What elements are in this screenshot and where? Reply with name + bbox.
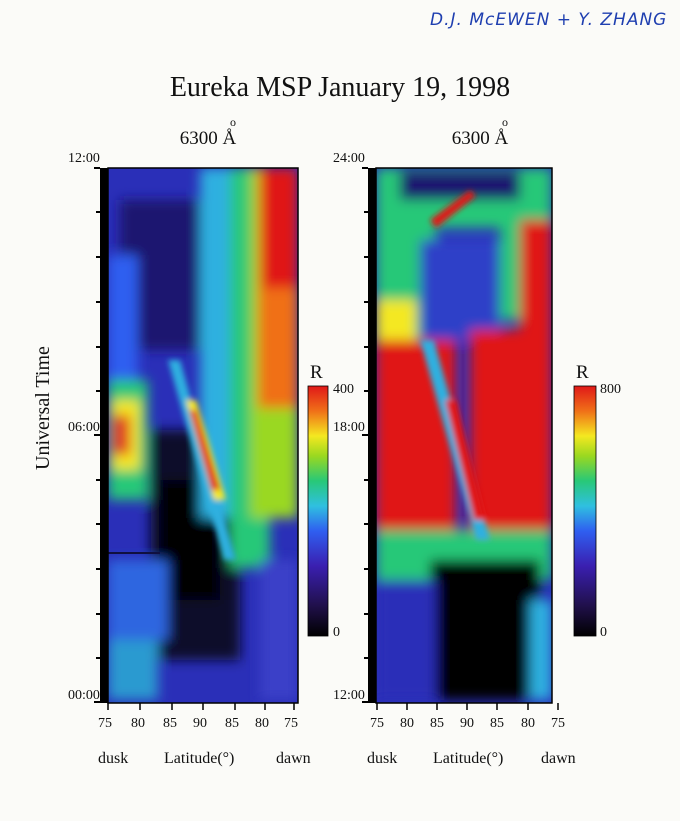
left-x-tick: 80 xyxy=(255,716,269,731)
left-x-tick: 85 xyxy=(163,716,177,731)
left-panel-unit: Å xyxy=(222,128,237,149)
left-panel-title: 6300 Å o xyxy=(179,115,237,149)
right-y-tick-mid: 18:00 xyxy=(333,420,365,435)
right-heatmap xyxy=(376,168,552,703)
right-colorbar xyxy=(573,385,597,637)
right-panel-unit: Å xyxy=(494,128,509,149)
right-panel-wavelength: 6300 xyxy=(451,128,490,149)
left-panel-wavelength: 6300 xyxy=(179,128,218,149)
left-heatmap xyxy=(108,168,298,703)
left-colorbar-min: 0 xyxy=(333,625,340,640)
right-x-tick: 80 xyxy=(521,716,535,731)
right-x-tick: 90 xyxy=(460,716,474,731)
left-x-tick: 80 xyxy=(131,716,145,731)
left-y-tick-top: 12:00 xyxy=(68,151,100,166)
left-xlabel-dusk: dusk xyxy=(98,750,129,767)
right-x-tick: 80 xyxy=(400,716,414,731)
right-y-tick-top: 24:00 xyxy=(333,151,365,166)
left-x-tick: 75 xyxy=(284,716,298,731)
left-colorbar xyxy=(307,385,329,637)
right-x-ticks xyxy=(376,703,559,710)
right-xlabel-latitude: Latitude(°) xyxy=(433,750,504,767)
left-time-ticks xyxy=(94,167,100,703)
author-signature: D.J. McEWEN + Y. ZHANG xyxy=(430,10,668,30)
right-x-tick: 85 xyxy=(430,716,444,731)
left-xlabel-latitude: Latitude(°) xyxy=(164,750,235,767)
right-colorbar-max: 800 xyxy=(600,382,621,397)
left-x-tick: 85 xyxy=(225,716,239,731)
left-time-axis-bar xyxy=(100,168,108,703)
right-x-tick: 75 xyxy=(551,716,565,731)
left-colorbar-max: 400 xyxy=(333,382,354,397)
left-x-ticks xyxy=(107,703,295,710)
left-colorbar-label: R xyxy=(310,362,323,383)
right-colorbar-label: R xyxy=(576,362,589,383)
right-x-tick: 75 xyxy=(370,716,384,731)
right-xlabel-dawn: dawn xyxy=(541,750,576,767)
left-xlabel-dawn: dawn xyxy=(276,750,311,767)
right-y-tick-bottom: 12:00 xyxy=(333,688,365,703)
right-time-ticks xyxy=(362,167,368,703)
right-xlabel-dusk: dusk xyxy=(367,750,398,767)
left-y-tick-mid: 06:00 xyxy=(68,420,100,435)
right-panel-title: 6300 Å o xyxy=(451,115,509,149)
right-colorbar-min: 0 xyxy=(600,625,607,640)
right-time-axis-bar xyxy=(368,168,376,703)
right-x-tick: 85 xyxy=(490,716,504,731)
left-x-tick: 90 xyxy=(193,716,207,731)
left-y-tick-bottom: 00:00 xyxy=(68,688,100,703)
chart-title: Eureka MSP January 19, 1998 xyxy=(169,72,511,103)
left-x-tick: 75 xyxy=(98,716,112,731)
